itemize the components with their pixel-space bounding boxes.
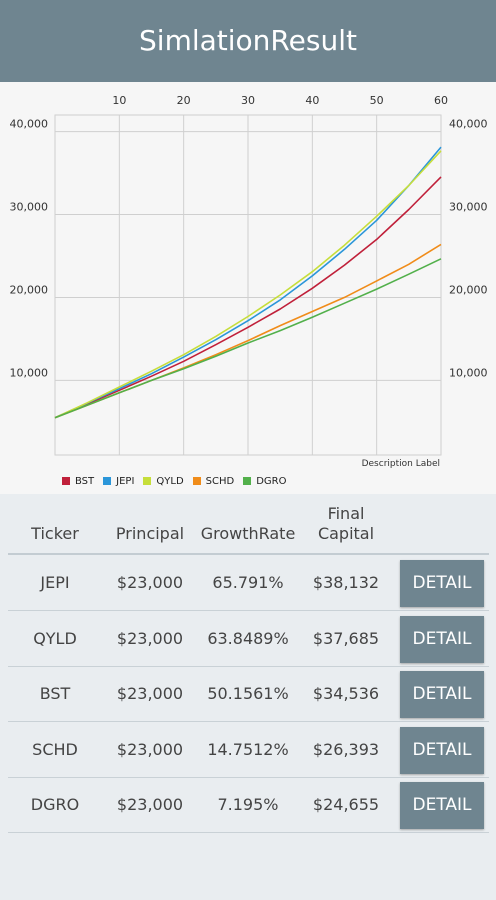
cell-principal: $23,000: [116, 739, 184, 759]
cell-final: $37,685: [312, 628, 380, 648]
header-divider: [8, 553, 489, 555]
x-tick-label: 60: [434, 94, 448, 107]
y-tick-label-right: 40,000: [449, 118, 488, 131]
cell-growth: 7.195%: [217, 795, 279, 814]
legend-item-bst: BST: [62, 476, 94, 487]
cell-ticker: DGRO: [30, 795, 80, 814]
cell-growth: 65.791%: [212, 573, 284, 592]
results-table: Ticker Principal GrowthRate Final Capita…: [0, 494, 496, 900]
legend-swatch: [103, 477, 112, 485]
cell-growth: 63.8489%: [207, 628, 289, 648]
x-tick-label: 40: [305, 94, 319, 107]
series-line-dgro: [54, 258, 442, 419]
table-header: Ticker Principal GrowthRate Final Capita…: [8, 500, 489, 550]
legend-label: DGRO: [256, 475, 287, 487]
table-row: JEPI $23,000 65.791% $38,132 DETAIL: [8, 555, 489, 611]
legend-item-schd: SCHD: [192, 475, 235, 487]
cell-principal: $23,000: [116, 795, 184, 814]
table-row: QYLD $23,000 63.8489% $37,685 DETAIL: [8, 611, 489, 667]
y-tick-label-right: 10,000: [449, 366, 488, 379]
app-title: SimlationResult: [139, 24, 357, 57]
line-chart: 10 20 30 40 50 60 10,000 10,000 20,000 20,000 30,0…: [10, 94, 488, 456]
x-tick-label: 50: [370, 94, 384, 107]
cell-ticker: QYLD: [33, 628, 77, 648]
cell-principal: $23,000: [116, 684, 184, 703]
legend-label: SCHD: [205, 475, 235, 487]
detail-button[interactable]: DETAIL: [400, 726, 484, 774]
header-growth-rate: GrowthRate: [200, 524, 296, 543]
legend-label: QYLD: [156, 475, 184, 487]
cell-principal: $23,000: [116, 573, 184, 592]
series-line-jepi: [54, 146, 442, 419]
cell-ticker: SCHD: [32, 739, 78, 759]
y-tick-label-right: 30,000: [449, 201, 488, 214]
y-tick-label-left: 10,000: [10, 366, 49, 379]
legend-item-jepi: JEPI: [103, 476, 134, 487]
detail-button[interactable]: DETAIL: [400, 615, 484, 663]
cell-growth: 14.7512%: [207, 739, 289, 759]
header-principal: Principal: [115, 524, 185, 543]
cell-final: $26,393: [312, 739, 380, 759]
legend-item-qyld: QYLD: [143, 475, 184, 487]
table-row: SCHD $23,000 14.7512% $26,393 DETAIL: [8, 722, 489, 778]
cell-final: $38,132: [312, 573, 380, 592]
x-tick-label: 30: [241, 94, 255, 107]
cell-ticker: JEPI: [40, 573, 70, 592]
table-row: BST $23,000 50.1561% $34,536 DETAIL: [8, 666, 489, 722]
cell-principal: $23,000: [116, 628, 184, 648]
y-tick-label-right: 20,000: [449, 283, 488, 296]
chart-description-label: Description Label: [361, 459, 440, 469]
y-tick-label-left: 30,000: [10, 201, 49, 214]
cell-final: $24,655: [312, 795, 380, 814]
chart-legend: BST JEPI QYLD SCHD DGRO: [62, 473, 296, 489]
legend-label: BST: [75, 475, 95, 487]
legend-label: JEPI: [116, 475, 135, 487]
app-bar: SimlationResult: [0, 0, 496, 82]
x-tick-label: 20: [177, 94, 191, 107]
detail-button[interactable]: DETAIL: [400, 560, 484, 607]
y-tick-label-left: 40,000: [10, 118, 49, 131]
x-tick-label: 10: [112, 94, 126, 107]
table-row: DGRO $23,000 7.195% $24,655 DETAIL: [8, 777, 489, 833]
legend-swatch: [192, 477, 201, 485]
cell-ticker: BST: [39, 684, 71, 703]
detail-button[interactable]: DETAIL: [400, 782, 484, 829]
header-ticker: Ticker: [31, 524, 79, 543]
simulation-chart: 10 20 30 40 50 60 10,000 10,000 20,000 20,000 30,0…: [0, 82, 496, 494]
legend-swatch: [243, 477, 252, 485]
legend-item-dgro: DGRO: [243, 475, 287, 487]
y-tick-label-left: 20,000: [10, 283, 49, 296]
detail-button[interactable]: DETAIL: [400, 671, 484, 718]
series-line-bst: [54, 176, 442, 419]
legend-swatch: [62, 477, 70, 485]
header-final-capital: Final Capital: [317, 504, 375, 543]
series-line-qyld: [54, 150, 442, 419]
legend-swatch: [143, 477, 152, 485]
cell-growth: 50.1561%: [207, 684, 289, 703]
cell-final: $34,536: [312, 684, 380, 703]
